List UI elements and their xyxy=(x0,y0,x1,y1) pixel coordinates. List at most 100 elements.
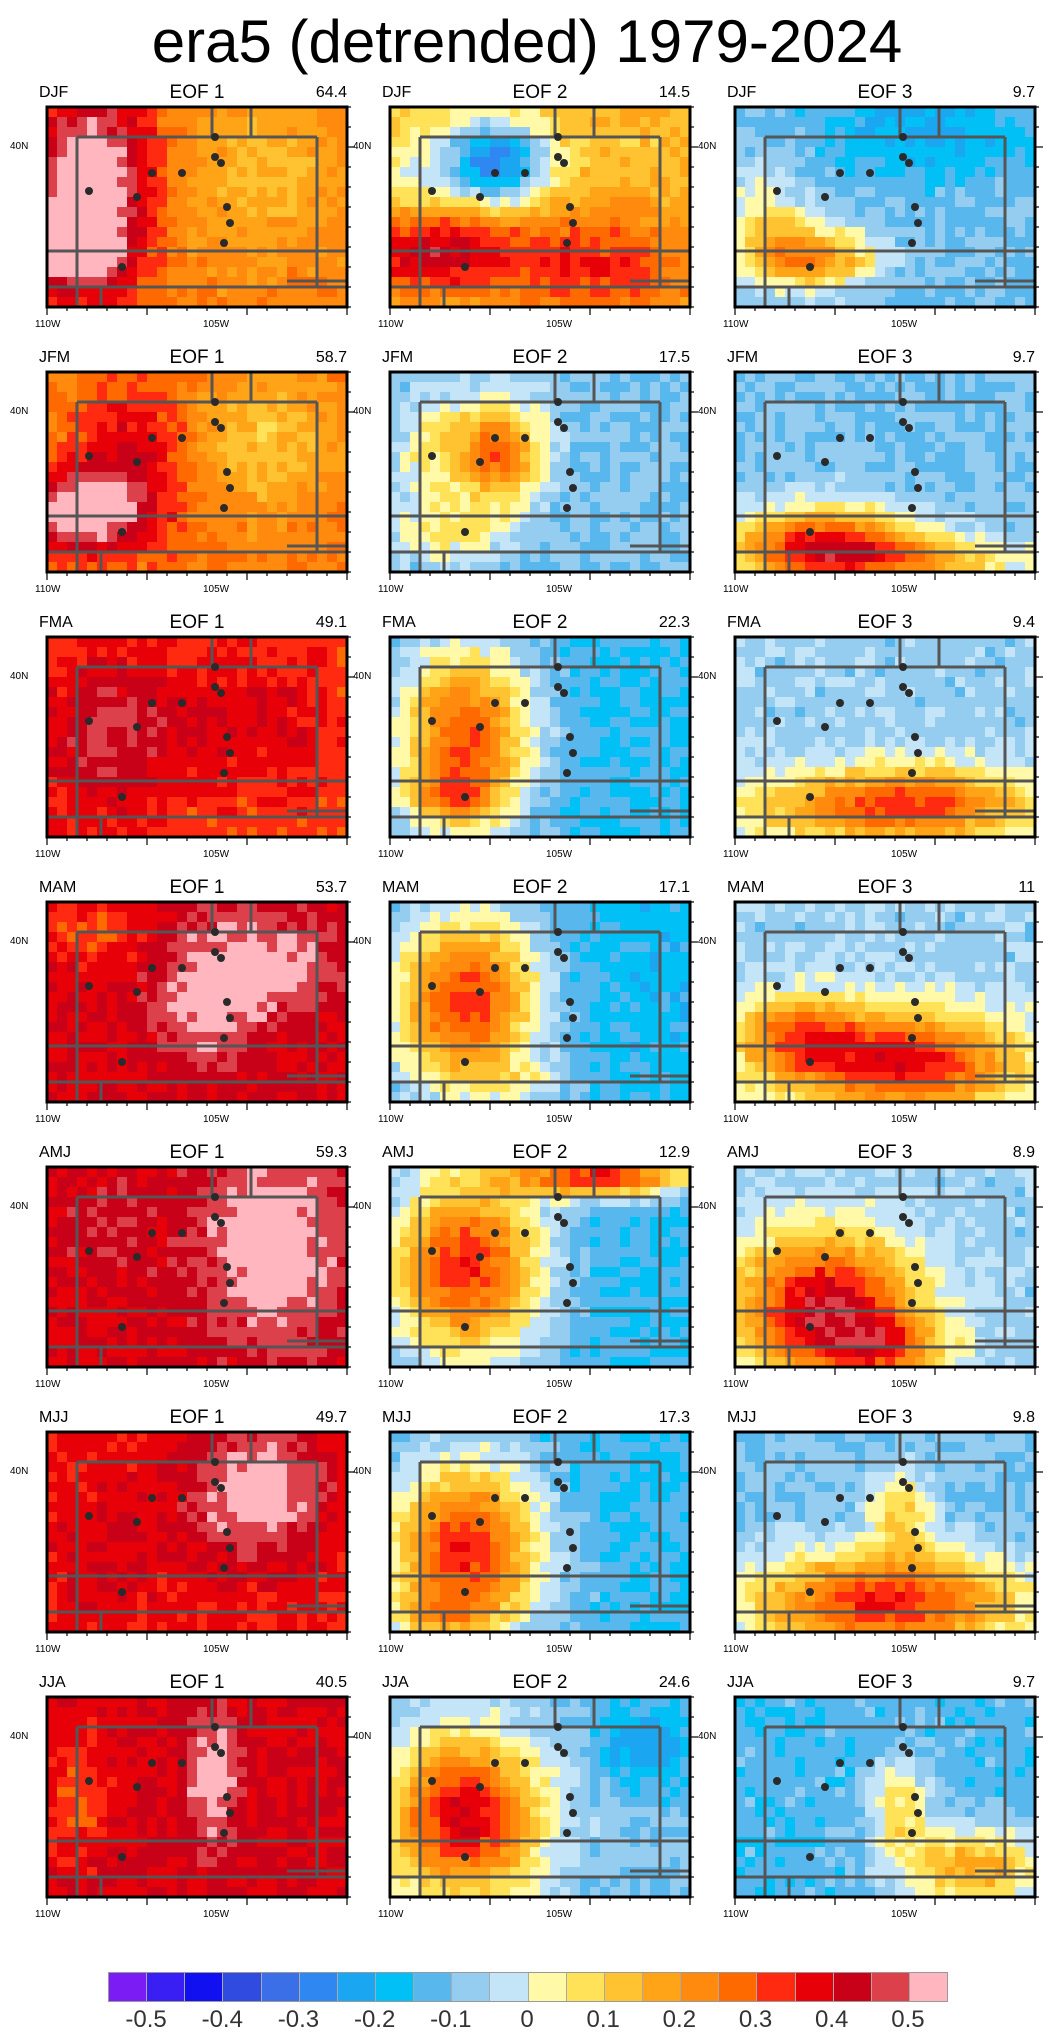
field-cell xyxy=(875,267,886,278)
field-cell xyxy=(257,727,268,738)
field-cell xyxy=(207,717,218,728)
field-cell xyxy=(955,227,966,238)
field-cell xyxy=(107,147,118,158)
field-cell xyxy=(805,217,816,228)
field-cell xyxy=(745,217,756,228)
field-cell xyxy=(450,482,461,493)
field-cell xyxy=(317,147,328,158)
field-cell xyxy=(117,562,128,573)
field-cell xyxy=(735,462,746,473)
field-cell xyxy=(745,552,756,563)
field-cell xyxy=(775,287,786,298)
field-cell xyxy=(765,562,776,573)
field-cell xyxy=(1015,402,1026,413)
field-cell xyxy=(390,147,401,158)
field-cell xyxy=(207,297,218,308)
field-cell xyxy=(67,717,78,728)
field-cell xyxy=(480,422,491,433)
field-cell xyxy=(490,197,501,208)
field-cell xyxy=(327,797,338,808)
field-cell xyxy=(955,462,966,473)
field-cell xyxy=(795,207,806,218)
field-cell xyxy=(267,187,278,198)
field-cell xyxy=(580,657,591,668)
field-cell xyxy=(247,297,258,308)
field-cell xyxy=(267,472,278,483)
station-dot xyxy=(908,504,916,512)
field-cell xyxy=(995,562,1006,573)
field-cell xyxy=(167,522,178,533)
field-cell xyxy=(600,637,611,648)
field-cell xyxy=(410,737,421,748)
station-dot xyxy=(899,153,907,161)
field-cell xyxy=(650,677,661,688)
field-cell xyxy=(87,442,98,453)
field-cell xyxy=(257,707,268,718)
field-cell xyxy=(390,472,401,483)
field-cell xyxy=(107,207,118,218)
field-cell xyxy=(590,187,601,198)
field-cell xyxy=(630,492,641,503)
field-cell xyxy=(277,492,288,503)
field-cell xyxy=(735,237,746,248)
field-cell xyxy=(187,147,198,158)
field-cell xyxy=(87,797,98,808)
field-cell xyxy=(795,227,806,238)
eof-label: EOF 2 xyxy=(512,82,568,103)
season-label: DJF xyxy=(382,84,412,101)
field-cell xyxy=(97,472,108,483)
field-cell xyxy=(127,482,138,493)
field-cell xyxy=(117,382,128,393)
field-cell xyxy=(815,552,826,563)
field-cell xyxy=(640,267,651,278)
field-cell xyxy=(337,422,348,433)
eof-map xyxy=(733,370,1043,580)
field-cell xyxy=(640,157,651,168)
field-cell xyxy=(845,197,856,208)
field-cell xyxy=(67,452,78,463)
field-cell xyxy=(87,492,98,503)
field-cell xyxy=(167,637,178,648)
field-cell xyxy=(287,462,298,473)
field-cell xyxy=(470,687,481,698)
field-cell xyxy=(297,532,308,543)
field-cell xyxy=(650,502,661,513)
field-cell xyxy=(237,532,248,543)
field-cell xyxy=(1015,382,1026,393)
field-cell xyxy=(187,157,198,168)
field-cell xyxy=(337,382,348,393)
field-cell xyxy=(137,817,148,828)
field-cell xyxy=(1015,422,1026,433)
field-cell xyxy=(815,107,826,118)
field-cell xyxy=(127,697,138,708)
field-cell xyxy=(510,402,521,413)
field-cell xyxy=(520,297,531,308)
field-cell xyxy=(885,197,896,208)
field-cell xyxy=(420,167,431,178)
field-cell xyxy=(67,657,78,668)
field-cell xyxy=(895,462,906,473)
field-cell xyxy=(660,462,671,473)
field-cell xyxy=(410,257,421,268)
field-cell xyxy=(247,267,258,278)
field-cell xyxy=(620,257,631,268)
field-cell xyxy=(237,677,248,688)
field-cell xyxy=(317,207,328,218)
field-cell xyxy=(735,402,746,413)
field-cell xyxy=(410,147,421,158)
field-cell xyxy=(77,452,88,463)
field-cell xyxy=(267,717,278,728)
field-cell xyxy=(107,817,118,828)
field-cell xyxy=(400,717,411,728)
field-cell xyxy=(815,237,826,248)
field-cell xyxy=(975,382,986,393)
field-cell xyxy=(680,372,691,383)
field-cell xyxy=(267,482,278,493)
field-cell xyxy=(835,562,846,573)
field-cell xyxy=(580,277,591,288)
field-cell xyxy=(47,757,58,768)
field-cell xyxy=(440,147,451,158)
field-cell xyxy=(590,757,601,768)
field-cell xyxy=(157,502,168,513)
field-cell xyxy=(307,227,318,238)
